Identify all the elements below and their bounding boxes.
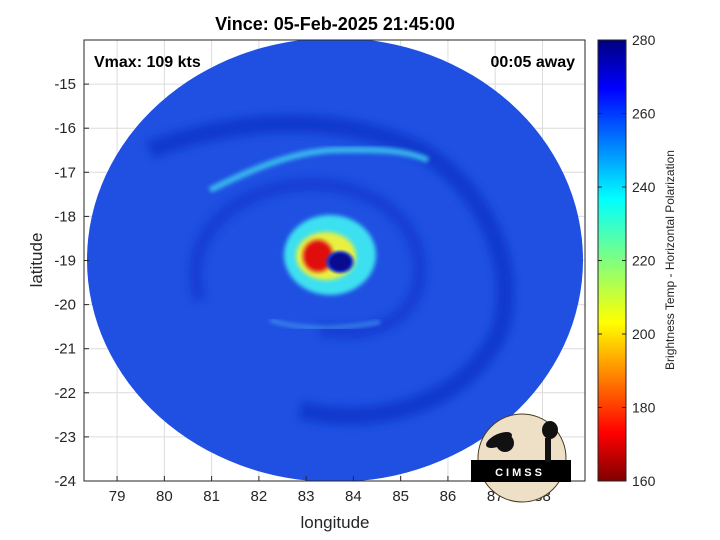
vmax-annotation: Vmax: 109 kts — [94, 54, 201, 71]
cyan-band-south — [269, 318, 381, 330]
colorbar-tick-label: 180 — [632, 400, 656, 416]
y-tick-label: -21 — [54, 341, 76, 358]
x-axis: 79808182838485868788 — [109, 476, 551, 505]
y-tick-label: -24 — [54, 473, 76, 490]
y-tick-label: -20 — [54, 297, 76, 314]
colorbar-tick-label: 280 — [632, 32, 656, 48]
y-tick-label: -18 — [54, 208, 76, 225]
time-away-annotation: 00:05 away — [490, 54, 575, 71]
x-tick-label: 84 — [345, 488, 362, 505]
cimss-logo: CIMSS — [471, 413, 571, 503]
y-tick-label: -19 — [54, 253, 76, 270]
spiral-band-outer — [146, 114, 515, 426]
eye-core — [330, 254, 350, 270]
colorbar-tick-label: 220 — [632, 253, 656, 269]
colorbar-tick-label: 160 — [632, 473, 656, 489]
logo-text: CIMSS — [495, 467, 545, 479]
cyan-band-north — [208, 146, 430, 193]
colorbar-label: Brightness Temp - Horizontal Polarizatio… — [663, 150, 677, 370]
spiral-band-inner — [188, 177, 428, 340]
x-tick-label: 80 — [156, 488, 173, 505]
y-tick-label: -16 — [54, 120, 76, 137]
swath-image — [87, 40, 583, 481]
y-tick-label: -15 — [54, 76, 76, 93]
y-tick-label: -17 — [54, 164, 76, 181]
x-tick-label: 85 — [392, 488, 409, 505]
chart-title: Vince: 05-Feb-2025 21:45:00 — [215, 14, 455, 34]
colorbar-ticks: 280 260 240 220 200 180 160 — [598, 32, 656, 489]
x-tick-label: 82 — [251, 488, 268, 505]
y-axis-label: latitude — [27, 233, 46, 288]
x-tick-label: 86 — [440, 488, 457, 505]
y-tick-label: -22 — [54, 385, 76, 402]
x-tick-label: 81 — [203, 488, 220, 505]
colorbar-tick-label: 200 — [632, 326, 656, 342]
y-tick-label: -23 — [54, 429, 76, 446]
y-axis: -15 -16 -17 -18 -19 -20 -21 -22 -23 -24 — [54, 76, 89, 490]
colorbar-tick-label: 260 — [632, 106, 656, 122]
x-axis-label: longitude — [300, 513, 369, 532]
colorbar-tick-label: 240 — [632, 179, 656, 195]
x-tick-label: 79 — [109, 488, 126, 505]
colorbar — [597, 39, 627, 482]
x-tick-label: 83 — [298, 488, 315, 505]
